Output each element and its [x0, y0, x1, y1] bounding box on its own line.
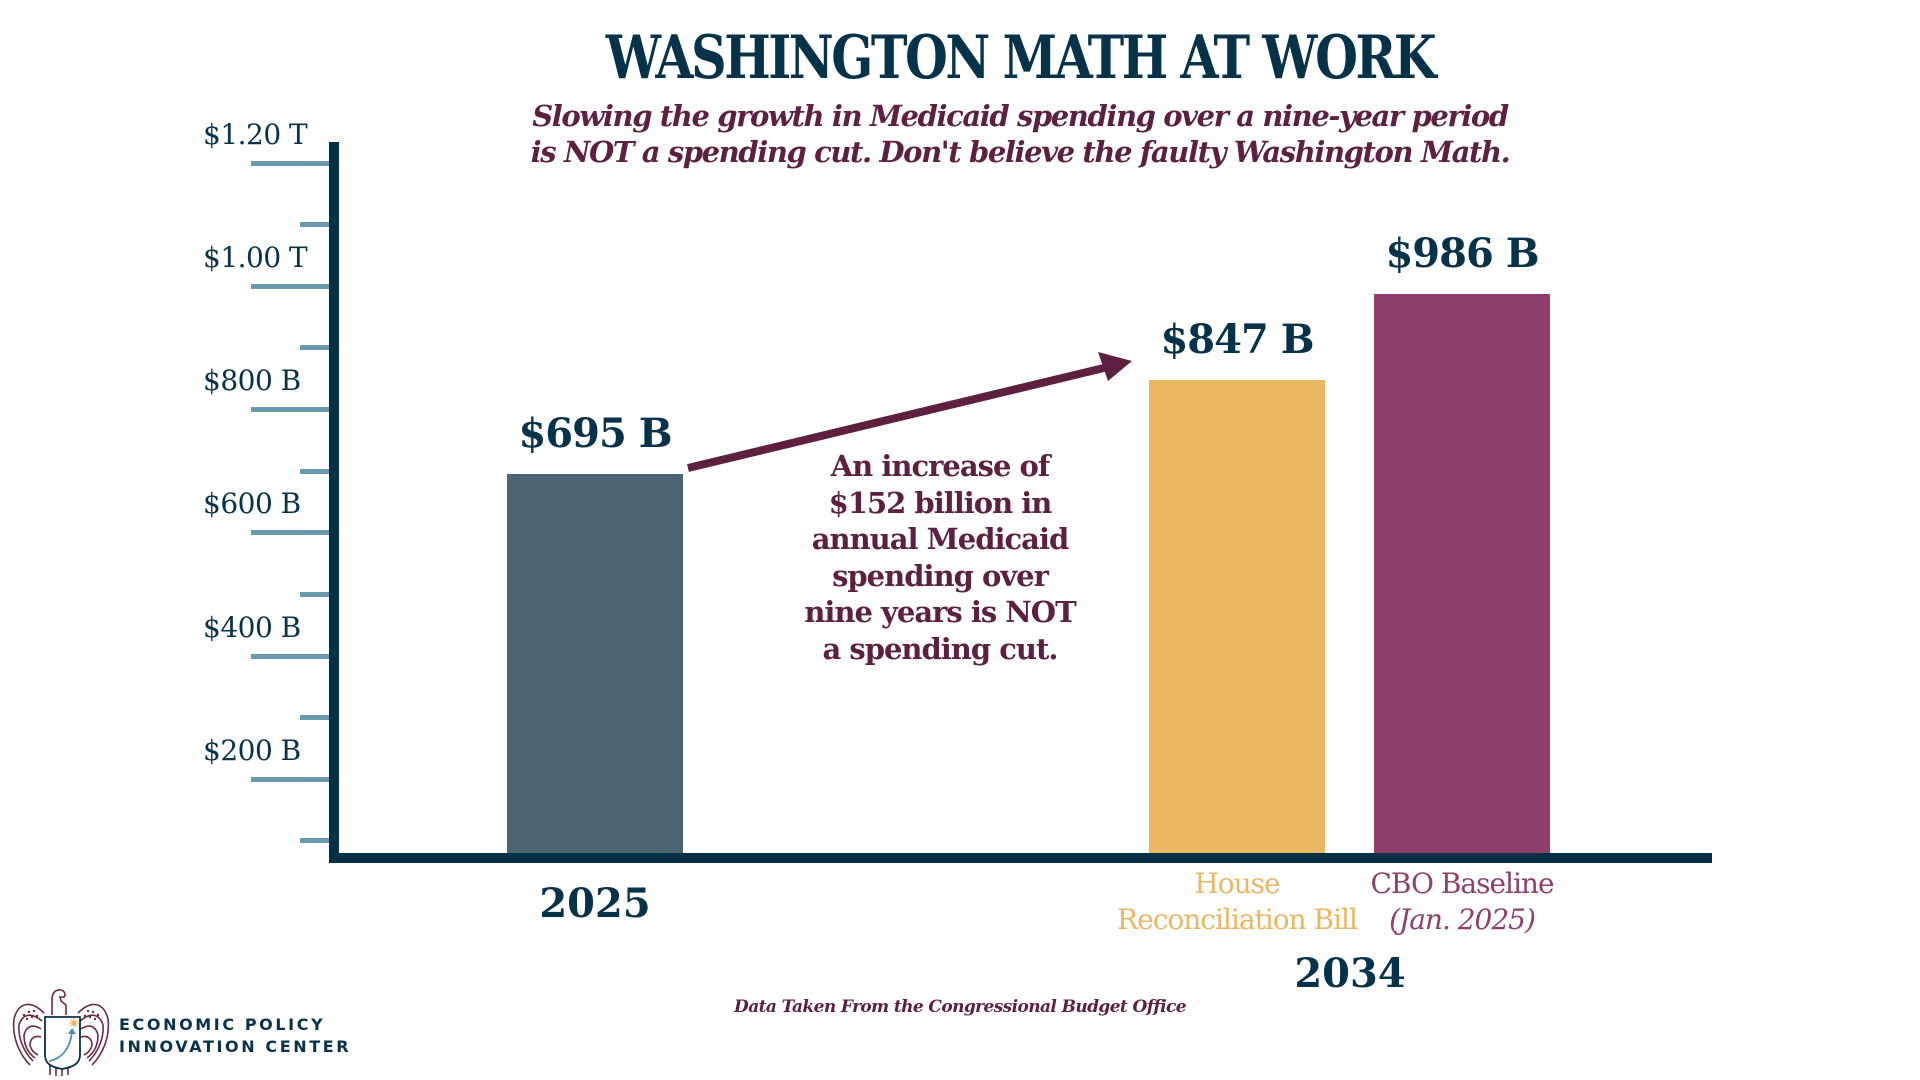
y-major-tick: [251, 777, 339, 782]
house-label-line-2: Reconciliation Bill: [1117, 903, 1358, 936]
epic-eagle-logo-icon: [12, 989, 110, 1076]
cbo-label-line-2: (Jan. 2025): [1389, 903, 1536, 936]
y-major-tick: [251, 284, 339, 289]
y-tick-label: $400 B: [203, 611, 301, 644]
group-label-2034: 2034: [1294, 950, 1406, 997]
y-major-tick: [251, 407, 339, 412]
y-major-tick: [251, 654, 339, 659]
y-tick-label: $800 B: [203, 364, 301, 397]
y-tick-label: $600 B: [203, 487, 301, 520]
y-minor-tick: [300, 838, 330, 843]
y-tick-label: $1.20 T: [203, 118, 308, 151]
bar-value-label: $847 B: [1160, 316, 1314, 363]
bar-house-reconciliation-bill: [1149, 380, 1325, 853]
bar-value-label: $695 B: [518, 410, 672, 457]
y-minor-tick: [300, 469, 330, 474]
subtitle-line-1: Slowing the growth in Medicaid spending …: [532, 99, 1509, 133]
y-minor-tick: [300, 345, 330, 350]
y-minor-tick: [300, 592, 330, 597]
org-name-line-2: INNOVATION CENTER: [119, 1037, 352, 1056]
bar-2025: [507, 474, 683, 853]
source-note: Data Taken From the Congressional Budget…: [734, 997, 1187, 1017]
y-minor-tick: [300, 222, 330, 227]
x-axis-line: [329, 853, 1712, 863]
y-tick-label: $1.00 T: [203, 241, 308, 274]
house-label-line-1: House: [1194, 867, 1280, 900]
increase-annotation: An increase of $152 billion in annual Me…: [790, 448, 1090, 667]
y-minor-tick: [300, 715, 330, 720]
cbo-label-line-1: CBO Baseline: [1370, 867, 1554, 900]
annotation-line: $152 billion in: [828, 485, 1053, 520]
bar-value-label: $986 B: [1385, 230, 1539, 277]
chart-subtitle: Slowing the growth in Medicaid spending …: [520, 98, 1520, 170]
annotation-line: nine years is NOT: [804, 595, 1076, 629]
category-label-cbo: CBO Baseline (Jan. 2025): [1342, 866, 1582, 938]
subtitle-line-2: is NOT a spending cut. Don't believe the…: [530, 135, 1511, 169]
y-major-tick: [251, 530, 339, 535]
annotation-line: a spending cut.: [822, 631, 1058, 666]
annotation-line: spending over: [832, 558, 1049, 593]
y-axis-line: [329, 142, 339, 863]
annotation-line: annual Medicaid: [811, 522, 1070, 556]
organization-name: ECONOMIC POLICY INNOVATION CENTER: [119, 1014, 351, 1058]
chart-title: WASHINGTON MATH AT WORK: [605, 23, 1437, 93]
category-label-2025: 2025: [539, 880, 651, 927]
org-name-line-1: ECONOMIC POLICY: [119, 1015, 326, 1034]
category-label-house: House Reconciliation Bill: [1067, 866, 1407, 938]
annotation-line: An increase of: [830, 449, 1051, 483]
y-major-tick: [251, 161, 339, 166]
bar-cbo-baseline: [1374, 294, 1550, 853]
y-tick-label: $200 B: [203, 734, 301, 767]
